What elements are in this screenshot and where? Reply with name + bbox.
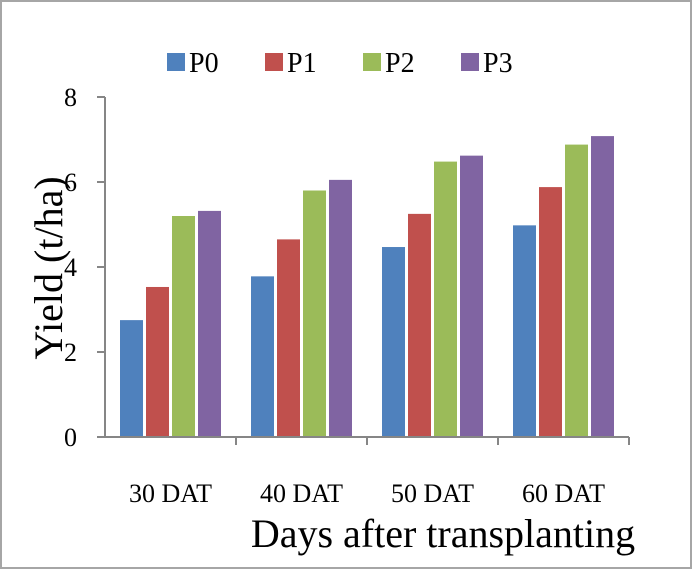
legend-swatch-p2 [363,53,381,71]
bar-p3-30-dat [198,210,221,437]
bar-p0-30-dat [120,320,143,437]
bar-p1-50-dat [408,213,431,437]
legend-label-p3: P3 [483,48,513,79]
y-tick-label: 6 [64,168,77,197]
legend-label-p1: P1 [287,48,317,79]
bar-p2-40-dat [303,190,326,437]
bar-p1-30-dat [146,286,169,437]
legend-swatch-p3 [461,53,479,71]
bar-p0-40-dat [251,276,274,437]
bar-p0-60-dat [513,225,536,437]
y-tick-label: 4 [64,253,77,282]
y-tick-label: 2 [64,338,77,367]
legend-label-p2: P2 [385,48,415,79]
legend: P0 P1 P2 P3 [167,48,513,79]
bar-p3-50-dat [460,155,483,437]
x-tick-label: 50 DAT [391,479,474,508]
y-tick-label: 8 [64,83,77,112]
plot-area [120,136,614,437]
bar-p2-60-dat [565,144,588,437]
bar-p1-60-dat [539,187,562,437]
bar-p3-60-dat [591,136,614,437]
y-tick-label: 0 [64,423,77,452]
legend-swatch-p0 [167,53,185,71]
legend-label-p0: P0 [189,48,219,79]
bar-p3-40-dat [329,179,352,437]
axes: 0 2 4 6 8 30 DAT 40 DAT 50 DAT 60 DAT [64,83,630,508]
bar-p2-50-dat [434,161,457,437]
x-tick-label: 40 DAT [260,479,343,508]
x-tick-label: 60 DAT [522,479,605,508]
legend-swatch-p1 [265,53,283,71]
x-axis-title: Days after transplanting [251,511,635,556]
bar-p2-30-dat [172,216,195,437]
bar-p1-40-dat [277,239,300,437]
x-tick-label: 30 DAT [129,479,212,508]
bar-p0-50-dat [382,247,405,437]
y-axis-title: Yield (t/ha) [26,176,71,359]
